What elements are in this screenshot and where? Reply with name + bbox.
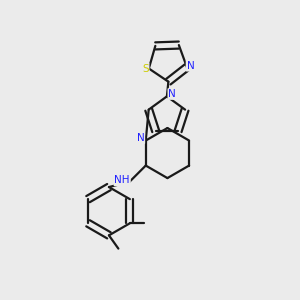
Text: N: N xyxy=(136,133,144,143)
Text: S: S xyxy=(142,64,148,74)
Text: NH: NH xyxy=(114,175,130,185)
Text: N: N xyxy=(168,89,176,99)
Text: N: N xyxy=(187,61,194,71)
